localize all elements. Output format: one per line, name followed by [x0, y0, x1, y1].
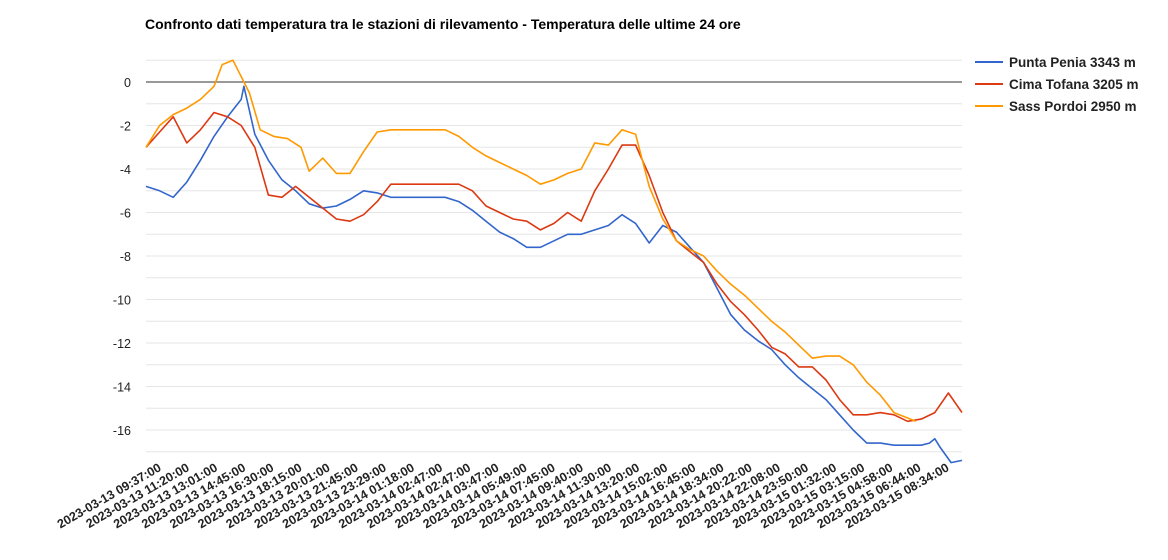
legend-label: Cima Tofana 3205 m [1009, 77, 1139, 92]
legend: Punta Penia 3343 m Cima Tofana 3205 m Sass… [975, 55, 1139, 114]
y-tick-label: -16 [113, 424, 131, 438]
y-tick-label: -14 [113, 381, 131, 395]
series-line-2 [145, 111, 963, 423]
y-tick-label: -2 [120, 120, 131, 134]
y-tick-labels: 0 -2 -4 -6 -8 -10 -12 -14 -16 [113, 76, 131, 438]
chart-title: Confronto dati temperatura tra le stazio… [145, 16, 741, 32]
series-lines [145, 59, 963, 464]
y-tick-label: 0 [124, 76, 131, 90]
legend-label: Punta Penia 3343 m [1009, 55, 1136, 70]
y-tick-label: -4 [120, 163, 131, 177]
y-tick-label: -6 [120, 207, 131, 221]
y-tick-label: -8 [120, 250, 131, 264]
legend-label: Sass Pordoi 2950 m [1009, 99, 1137, 114]
y-tick-label: -10 [113, 294, 131, 308]
series-line-1 [145, 85, 963, 464]
gridlines [146, 59, 962, 453]
y-tick-label: -12 [113, 337, 131, 351]
series-line-3 [145, 59, 917, 423]
